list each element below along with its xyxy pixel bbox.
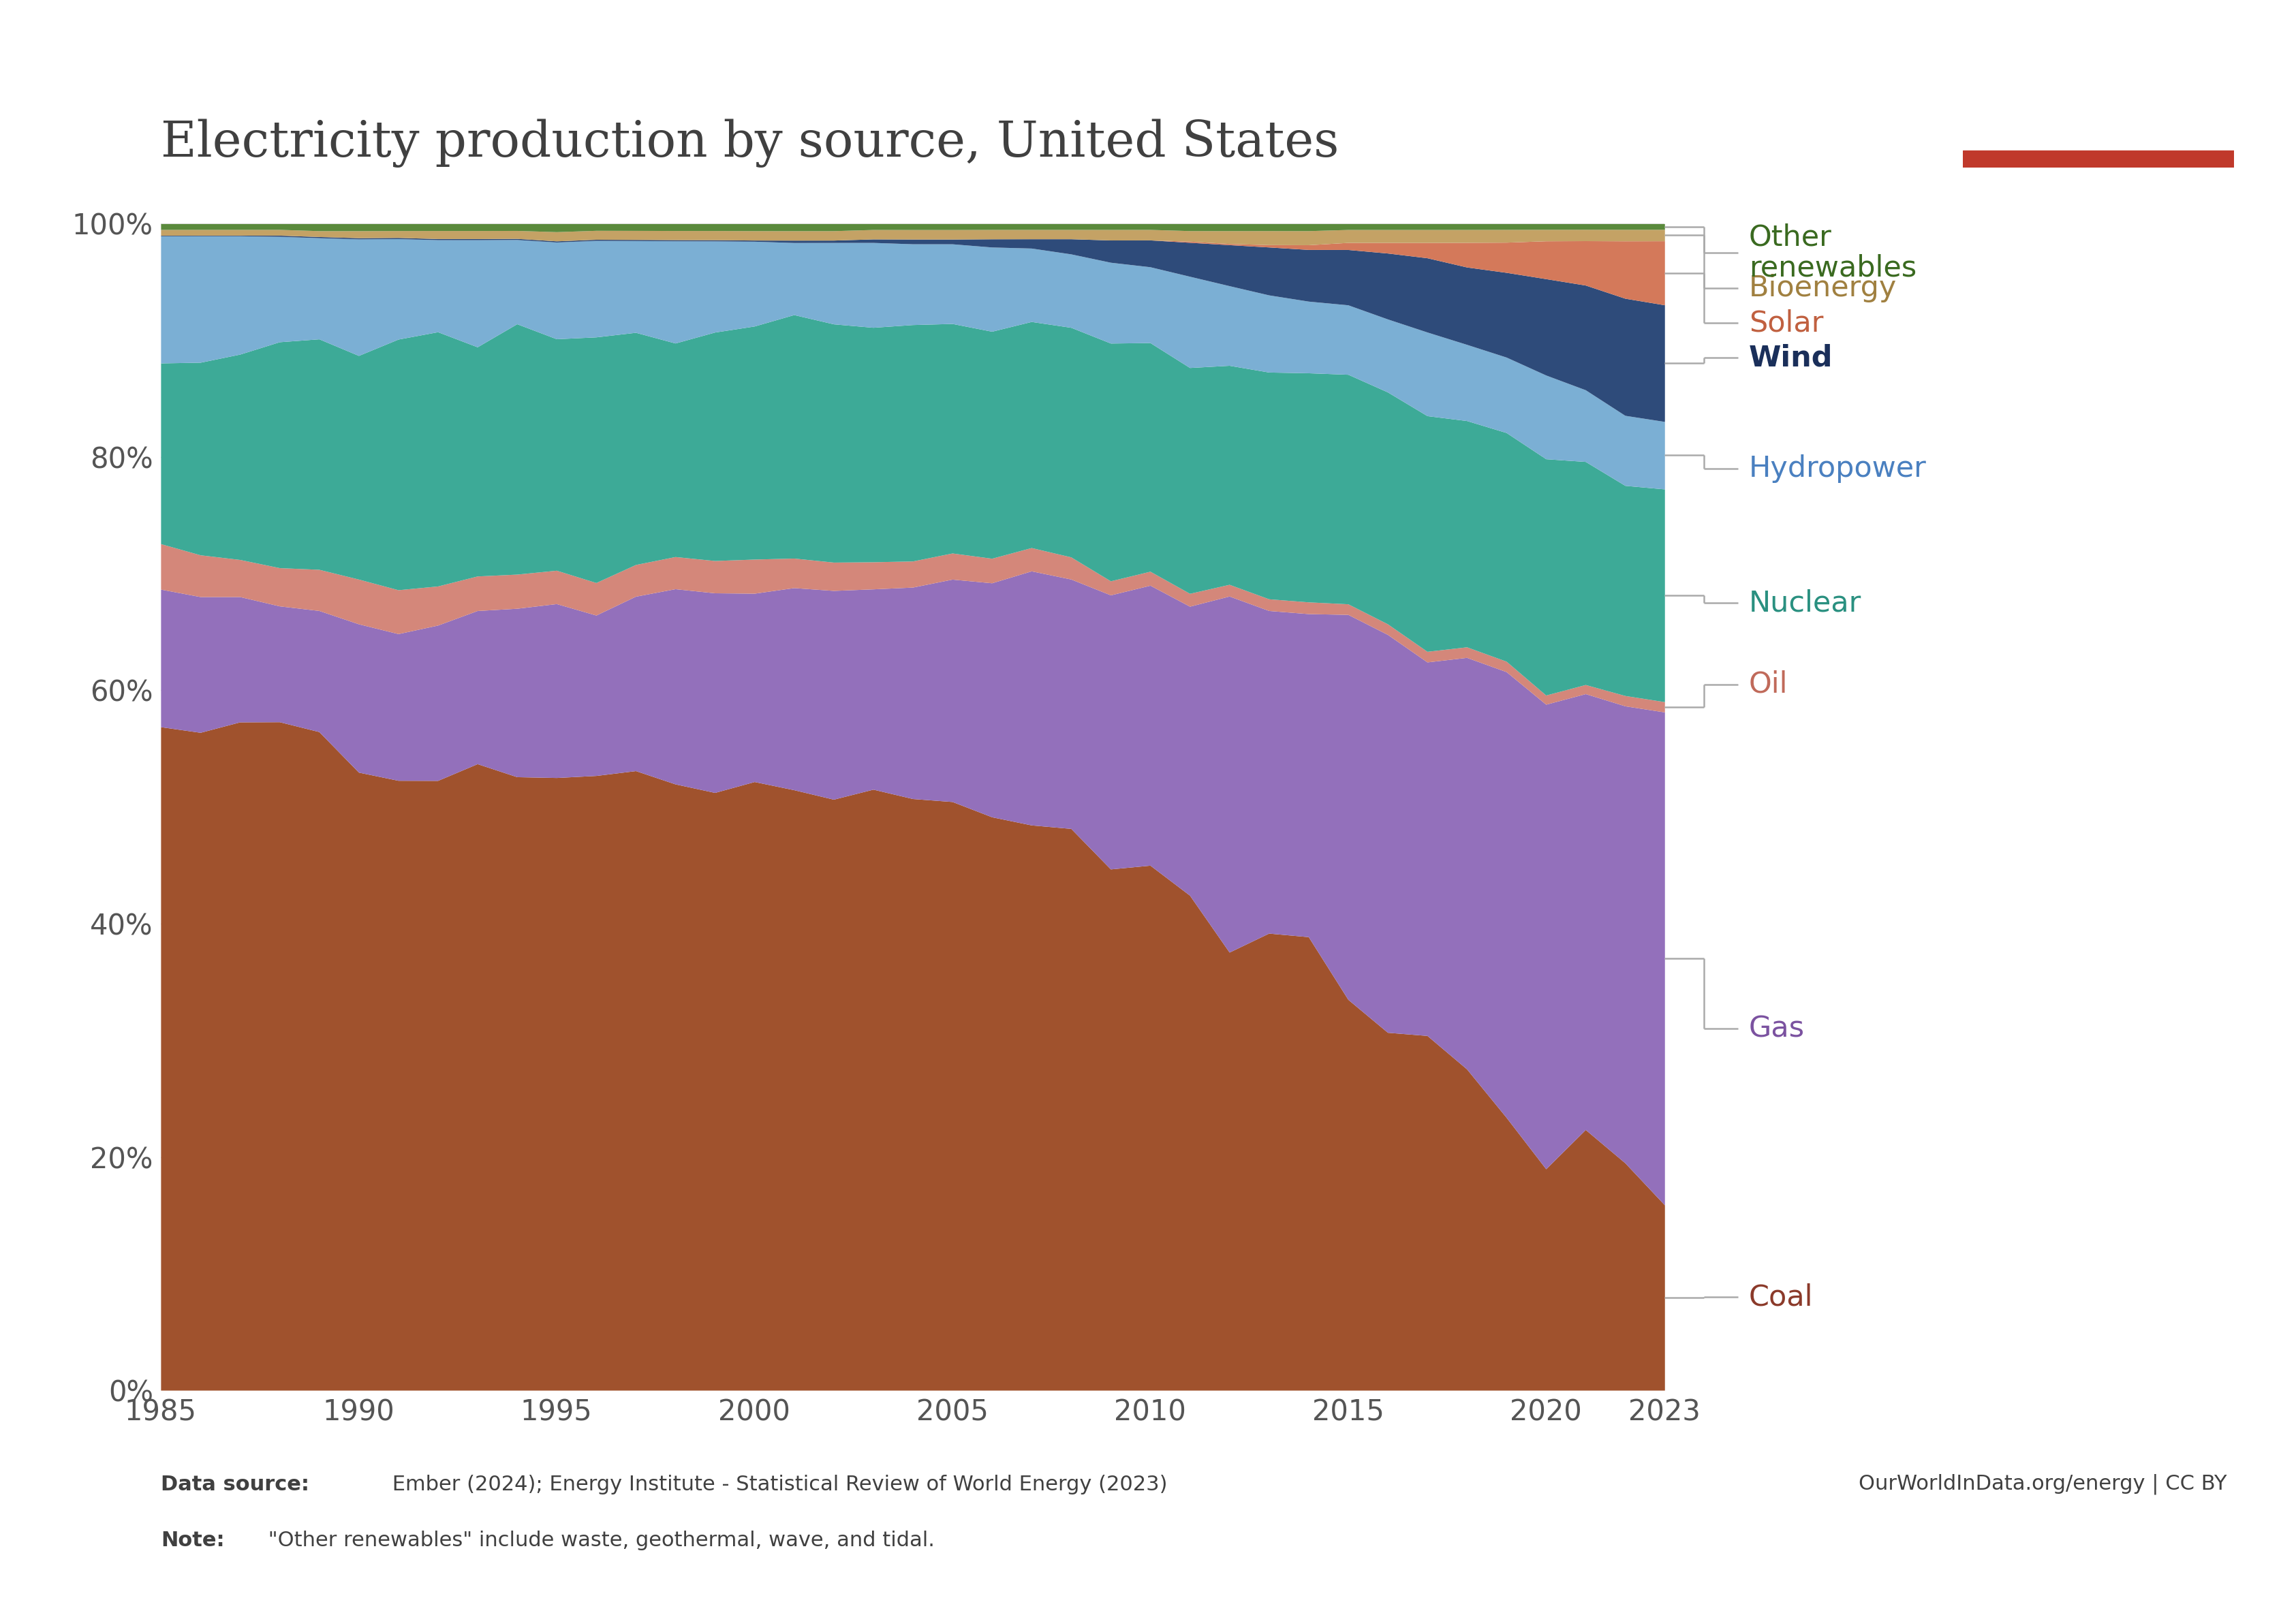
Text: in Data: in Data	[2048, 104, 2149, 126]
Text: Other
renewables: Other renewables	[1750, 224, 1917, 283]
Text: OurWorldInData.org/energy | CC BY: OurWorldInData.org/energy | CC BY	[1860, 1473, 2227, 1494]
Text: Ember (2024); Energy Institute - Statistical Review of World Energy (2023): Ember (2024); Energy Institute - Statist…	[386, 1475, 1169, 1494]
Text: Solar: Solar	[1750, 308, 1823, 337]
Text: Oil: Oil	[1750, 670, 1789, 698]
Text: Hydropower: Hydropower	[1750, 454, 1926, 483]
Text: Data source:: Data source:	[161, 1475, 310, 1494]
Text: Electricity production by source, United States: Electricity production by source, United…	[161, 120, 1339, 168]
Text: Nuclear: Nuclear	[1750, 588, 1862, 617]
Text: Our World: Our World	[2027, 62, 2170, 85]
Text: Coal: Coal	[1750, 1283, 1814, 1312]
Text: Bioenergy: Bioenergy	[1750, 273, 1896, 302]
Text: Gas: Gas	[1750, 1015, 1805, 1043]
Text: "Other renewables" include waste, geothermal, wave, and tidal.: "Other renewables" include waste, geothe…	[262, 1531, 934, 1550]
Bar	[1963, 150, 2234, 168]
Text: Note:: Note:	[161, 1531, 225, 1550]
Text: Wind: Wind	[1750, 344, 1832, 372]
